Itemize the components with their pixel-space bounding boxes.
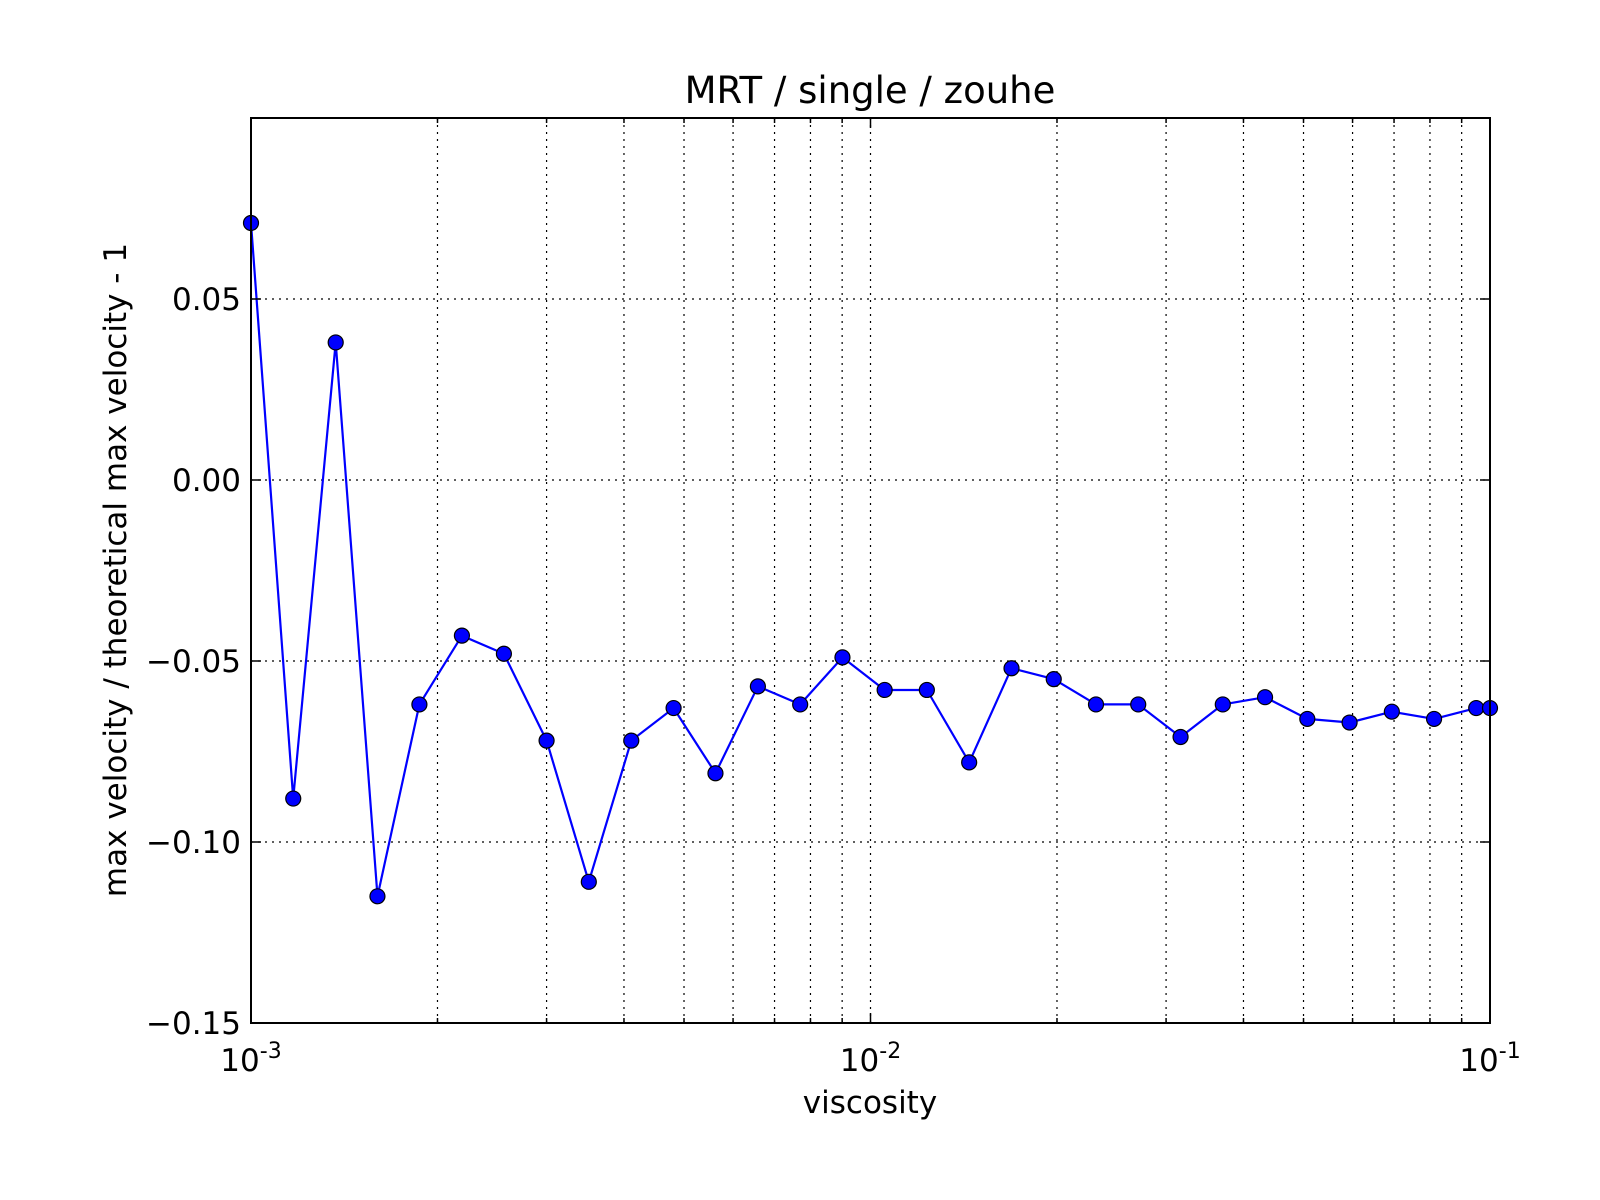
data-point — [1341, 714, 1358, 731]
ticks-layer: −0.15 −0.10 −0.05 0.00 0.05 10-3 10-2 10-1 — [146, 118, 1521, 1079]
data-point — [1383, 703, 1400, 720]
data-point — [580, 873, 597, 890]
data-point — [1172, 728, 1189, 746]
data-point — [1130, 696, 1147, 713]
data-point — [1468, 699, 1485, 717]
series-layer — [242, 214, 1499, 905]
data-point — [834, 649, 851, 666]
x-tick-label: 10-3 — [220, 1039, 281, 1079]
data-point — [1256, 689, 1274, 706]
data-point — [1299, 710, 1316, 728]
x-axis-label: viscosity — [803, 1085, 937, 1121]
data-point — [961, 754, 978, 771]
data-point — [792, 696, 809, 713]
data-point — [876, 681, 893, 699]
data-point — [495, 645, 513, 662]
chart-title: MRT / single / zouhe — [685, 69, 1056, 112]
y-tick-label: 0.05 — [172, 282, 241, 318]
data-point — [1425, 710, 1443, 728]
y-tick-label: 0.00 — [172, 463, 241, 499]
data-point — [1087, 696, 1105, 713]
data-point — [538, 732, 555, 749]
data-point — [918, 681, 935, 699]
data-point — [1214, 696, 1231, 713]
y-axis-label: max velocity / theoretical max velocity … — [98, 243, 134, 897]
data-point — [411, 696, 428, 713]
data-point — [285, 790, 302, 807]
data-point — [327, 334, 344, 351]
data-point — [1045, 670, 1062, 688]
x-tick-label: 10-1 — [1459, 1039, 1520, 1079]
y-tick-label: −0.10 — [146, 825, 241, 861]
data-point — [749, 678, 766, 695]
data-point — [369, 888, 386, 905]
data-point — [1003, 660, 1020, 677]
data-point — [707, 765, 724, 782]
y-tick-label: −0.05 — [146, 644, 241, 680]
data-point — [453, 627, 471, 644]
y-tick-label: −0.15 — [146, 1006, 241, 1042]
x-tick-label: 10-2 — [840, 1039, 901, 1079]
data-point — [665, 699, 682, 717]
data-point — [623, 732, 640, 749]
